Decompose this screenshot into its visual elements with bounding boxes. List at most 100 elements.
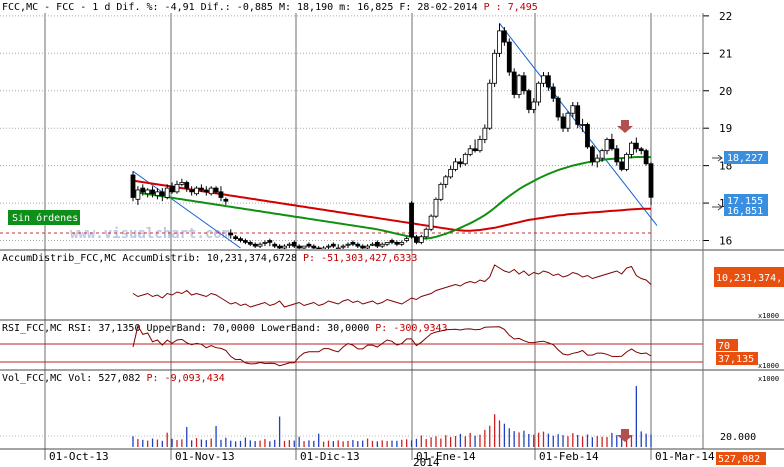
sin-ordenes-badge[interactable]	[8, 210, 80, 225]
candle	[638, 146, 644, 155]
accumdistrib-panel: AccumDistrib_FCC,MC AccumDistrib: 10,231…	[0, 249, 784, 320]
candle	[213, 186, 219, 194]
candle	[189, 186, 195, 196]
candle	[150, 186, 155, 198]
sin-ordenes-label: Sin órdenes	[12, 212, 78, 224]
candle-body-down	[267, 240, 273, 243]
vol-value-tag	[716, 452, 766, 465]
candle-body-up	[492, 52, 498, 84]
candle	[428, 214, 434, 232]
candle	[394, 240, 400, 247]
accum-title-text: AccumDistrib_FCC,MC AccumDistrib: 10,231…	[2, 253, 303, 264]
candle-body-down	[648, 163, 654, 198]
candle-body-up	[379, 243, 385, 247]
candle-body-up	[580, 124, 585, 126]
candle-body-down	[638, 148, 644, 152]
candle	[184, 180, 190, 192]
candle	[247, 240, 253, 247]
candle	[555, 96, 561, 121]
candle	[262, 240, 268, 247]
candle	[135, 186, 141, 205]
y-tick-label: 16	[719, 235, 732, 248]
candle	[423, 227, 429, 239]
candle-body-down	[291, 241, 297, 247]
candle	[462, 152, 468, 166]
candle	[355, 242, 361, 248]
candle	[301, 245, 307, 249]
candle-body-down	[472, 148, 478, 152]
candle	[619, 158, 625, 172]
candle	[609, 133, 615, 151]
candle-body-down	[272, 243, 278, 247]
candle	[311, 244, 317, 249]
candle	[374, 240, 380, 248]
candle	[306, 242, 312, 248]
candle	[291, 240, 297, 248]
candle-body-down	[330, 243, 336, 247]
candle	[565, 111, 571, 132]
candle-body-down	[184, 182, 190, 189]
candle-body-up	[531, 101, 537, 110]
volume-bars	[132, 386, 652, 447]
candle-body-down	[545, 75, 551, 88]
rsi-series	[132, 324, 652, 367]
candle	[179, 178, 185, 187]
candle-body-down	[316, 247, 322, 249]
candle	[550, 83, 556, 102]
candle-body-down	[140, 187, 146, 193]
price-panel: FCC,MC - FCC - 1 d Dif. %: -4,91 Dif.: -…	[0, 2, 768, 249]
candle-body-down	[609, 139, 615, 150]
candle-body-up	[384, 241, 390, 245]
candle-body-down	[203, 189, 209, 193]
candle-body-down	[355, 243, 361, 247]
candle	[453, 158, 458, 172]
candle-body-up	[536, 82, 542, 103]
candle-body-up	[516, 75, 522, 95]
candle	[330, 242, 336, 248]
candle-body-down	[311, 245, 317, 249]
trendlines	[0, 23, 658, 249]
candle	[404, 236, 410, 243]
candle-body-up	[174, 183, 180, 193]
candle-body-down	[550, 86, 556, 99]
vol-value-tag-text: 527,082	[718, 454, 760, 465]
candle	[516, 73, 522, 99]
candle	[340, 244, 346, 249]
candle-body-up	[462, 153, 468, 165]
candle	[174, 180, 180, 194]
candle-body-down	[150, 189, 155, 195]
candle	[370, 242, 375, 247]
x-tick-label: 01-Dic-13	[300, 450, 360, 463]
header-main: FCC,MC - FCC - 1 d Dif. %: -4,91 Dif.: -…	[2, 2, 484, 13]
candle-body-up	[335, 247, 341, 249]
candle	[169, 182, 175, 194]
candle-body-down	[242, 240, 248, 243]
candle-body-up	[301, 245, 307, 249]
rsi-title-text: RSI_FCC,MC RSI: 37,1350 UpperBand: 70,00…	[2, 323, 375, 334]
candle	[399, 240, 405, 247]
candle	[438, 182, 444, 202]
candle-body-up	[467, 148, 473, 155]
rsi-value-tag	[716, 352, 758, 365]
candle-body-down	[575, 105, 581, 125]
rsi-upper-tag	[716, 339, 738, 351]
ma-short-line	[132, 156, 652, 240]
candle-body-up	[443, 176, 449, 185]
candle-body-down	[228, 232, 234, 236]
candle	[389, 238, 395, 245]
candle-body-down	[619, 161, 625, 170]
candle	[316, 246, 322, 249]
candle	[335, 244, 341, 249]
accum-p: P: -51,303,427,6333	[303, 253, 417, 264]
candle-body-down	[159, 191, 165, 196]
candle	[233, 234, 239, 241]
candle	[541, 72, 546, 88]
candle	[145, 188, 151, 198]
candle	[194, 186, 199, 196]
candle-body-down	[247, 241, 253, 245]
vol-axis-label: 20.000	[720, 432, 756, 443]
candle-body-up	[208, 187, 214, 195]
candle	[277, 244, 283, 249]
candle-body-up	[340, 245, 346, 248]
